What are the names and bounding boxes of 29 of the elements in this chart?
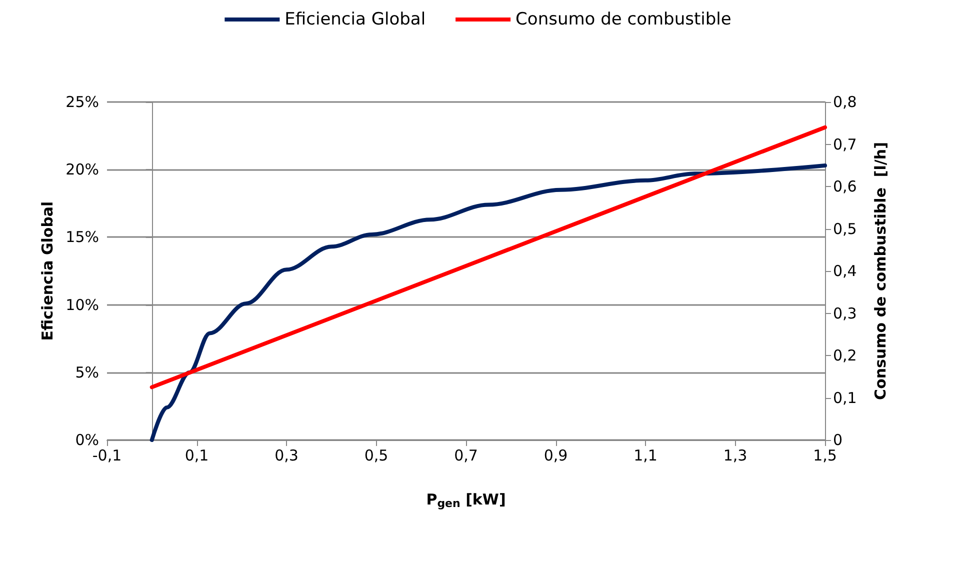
y-tick-label: 20% [66, 160, 99, 179]
y-tick-label: 5% [75, 363, 99, 382]
x-tick-label: 1,3 [723, 446, 748, 464]
legend-label: Consumo de combustible [516, 10, 732, 30]
y2-tick-label: 0,7 [833, 135, 857, 154]
y2-tick-label: 0,1 [833, 388, 857, 407]
y2-tick-label: 0 [833, 431, 843, 449]
y-tick-label: 10% [66, 296, 99, 314]
x-tick-label: 1,5 [813, 446, 837, 464]
x-tick-label: 0,5 [364, 446, 388, 464]
y-tick-label: 0% [75, 431, 99, 449]
y-tick-label: 15% [66, 228, 99, 246]
x-tick-label: -0,1 [92, 446, 122, 464]
x-tick-label: 1,1 [634, 446, 658, 464]
y2-tick-label: 0,2 [833, 346, 857, 364]
y2-axis-title: Consumo de combustible [l/h] [872, 142, 890, 400]
x-tick-label: 0,1 [184, 446, 209, 464]
line-series [150, 164, 827, 442]
y2-tick-label: 0,6 [833, 178, 857, 196]
y2-tick-label: 0,4 [833, 262, 857, 280]
y2-tick-label: 0,8 [833, 93, 857, 111]
y-tick-label: 25% [66, 93, 99, 111]
x-tick-label: 0,9 [544, 446, 568, 464]
y2-tick-label: 0,3 [833, 304, 857, 322]
legend-label: Eficiencia Global [284, 10, 426, 30]
y2-tick-label: 0,5 [833, 220, 857, 238]
x-tick-label: 0,3 [274, 446, 298, 464]
x-tick-label: 0,7 [454, 446, 478, 464]
y-axis-title: Eficiencia Global [38, 201, 56, 341]
